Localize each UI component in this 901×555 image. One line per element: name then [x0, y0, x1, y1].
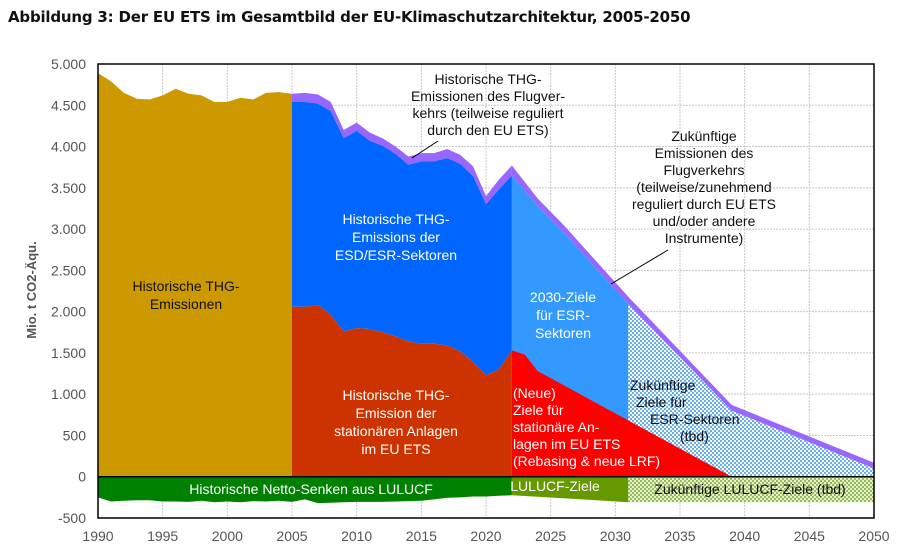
area-ets-historic — [292, 305, 512, 477]
area-lulucf-future — [628, 476, 874, 503]
area-esr-future-targets — [628, 304, 874, 477]
annotation-historic-total: Historische THG- Emissionen — [132, 278, 239, 312]
annotation-esr-historic: Historische THG- Emissions der ESD/ESR-Sek… — [335, 211, 457, 263]
x-tick-label: 2040 — [729, 528, 760, 544]
annotation-line: Emissions der — [352, 229, 440, 245]
leader-line-aviation-historic — [411, 140, 439, 159]
annotation-line: reguliert durch EU ETS — [632, 196, 776, 212]
annotation-line: durch den EU ETS) — [427, 122, 548, 138]
y-axis-label: Mio. t CO2-Äqu. — [24, 241, 39, 339]
annotation-esr-2030: 2030-Ziele für ESR- Sektoren — [530, 289, 596, 341]
annotation-line: Emission der — [356, 405, 437, 421]
annotation-line: stationäre An- — [513, 419, 600, 435]
y-tick-label: 3.500 — [51, 180, 86, 196]
annotation-line: und/oder andere — [653, 213, 756, 229]
axes: 1990 1995 2000 2005 2010 2015 2020 2025 2030 2035… — [24, 56, 890, 544]
annotation-line: Emissionen des Flugver- — [411, 88, 565, 104]
annotation-line: ESR-Sektoren — [650, 411, 739, 427]
y-tick-label: 0 — [78, 469, 86, 485]
annotation-line: Instrumente) — [665, 230, 744, 246]
x-tick-label: 2045 — [794, 528, 825, 544]
annotation-line: LULUCF-Ziele — [510, 478, 600, 494]
x-tick-label: 2035 — [664, 528, 695, 544]
annotation-line: ESD/ESR-Sektoren — [335, 247, 457, 263]
annotation-line: Historische THG- — [434, 71, 541, 87]
annotation-line: Historische THG- — [132, 278, 239, 294]
plot-frame — [97, 63, 875, 519]
x-tick-label: 2015 — [406, 528, 437, 544]
annotation-ets-historic: Historische THG- Emission der stationären … — [334, 387, 458, 457]
annotation-line: Ziele für — [513, 402, 564, 418]
figure-title: Abbildung 3: Der EU ETS im Gesamtbild de… — [8, 8, 691, 26]
annotation-line: Emissionen — [150, 296, 222, 312]
area-esr-historic — [292, 102, 512, 376]
annotation-line: 2030-Ziele — [530, 289, 596, 305]
y-tick-label: 2.500 — [51, 262, 86, 278]
annotation-line: für ESR- — [536, 307, 590, 323]
plot-border — [97, 63, 875, 519]
annotation-line: stationären Anlagen — [334, 423, 458, 439]
annotation-line: kehrs (teilweise reguliert — [413, 105, 564, 121]
y-tick-label: 2.000 — [51, 304, 86, 320]
y-tick-label: 1.000 — [51, 386, 86, 402]
leader-line-aviation-future — [610, 249, 669, 285]
annotation-line: Historische Netto-Senken aus LULUCF — [189, 481, 433, 497]
annotation-line: Zukünftige — [671, 128, 737, 144]
areas — [98, 73, 874, 504]
annotation-line: Historische THG- — [342, 387, 449, 403]
annotation-line: (teilweise/zunehmend — [636, 179, 771, 195]
y-tick-label: 5.000 — [51, 56, 86, 72]
annotation-lulucf-historic: Historische Netto-Senken aus LULUCF — [189, 481, 433, 497]
annotation-line: lagen im EU ETS — [513, 436, 620, 452]
area-lulucf-historic — [98, 476, 512, 504]
annotation-line: Historische THG- — [342, 211, 449, 227]
annotation-line: Flugverkehrs — [664, 162, 745, 178]
x-tick-label: 2025 — [535, 528, 566, 544]
y-tick-label: 500 — [63, 427, 87, 443]
annotation-line: (Neue) — [513, 385, 556, 401]
annotation-line: Emissionen des — [655, 145, 754, 161]
annotation-line: (tbd) — [680, 428, 709, 444]
area-aviation-historic — [292, 92, 512, 205]
x-tick-label: 2050 — [858, 528, 889, 544]
annotation-line: Sektoren — [535, 325, 591, 341]
annotation-line: im EU ETS — [361, 441, 430, 457]
area-ets-targets — [511, 350, 732, 477]
annotation-lulucf-targets: LULUCF-Ziele — [510, 478, 600, 494]
y-tick-label: 1.500 — [51, 345, 86, 361]
x-tick-label: 1995 — [147, 528, 178, 544]
x-tick-label: 2005 — [276, 528, 307, 544]
x-tick-label: 2000 — [212, 528, 243, 544]
annotation-lulucf-future: Zukünftige LULUCF-Ziele (tbd) — [654, 481, 845, 497]
y-tick-label: 4.500 — [51, 97, 86, 113]
y-tick-label: 4.000 — [51, 139, 86, 155]
annotation-line: (Rebasing & neue LRF) — [513, 453, 660, 469]
x-tick-label: 1990 — [82, 528, 113, 544]
x-tick-label: 2020 — [470, 528, 501, 544]
annotation-line: Ziele für — [636, 394, 687, 410]
annotation-line: Zukünftige LULUCF-Ziele (tbd) — [654, 481, 845, 497]
x-tick-label: 2010 — [341, 528, 372, 544]
y-tick-label: -500 — [58, 510, 86, 526]
y-tick-label: 3.000 — [51, 221, 86, 237]
area-lulucf-targets — [511, 476, 629, 503]
annotation-aviation: Historische THG-Emissionen des Flugver-k… — [411, 71, 565, 138]
area-historic-total — [98, 73, 292, 477]
annotation-line: Zukünftige — [630, 377, 696, 393]
x-tick-label: 2030 — [600, 528, 631, 544]
